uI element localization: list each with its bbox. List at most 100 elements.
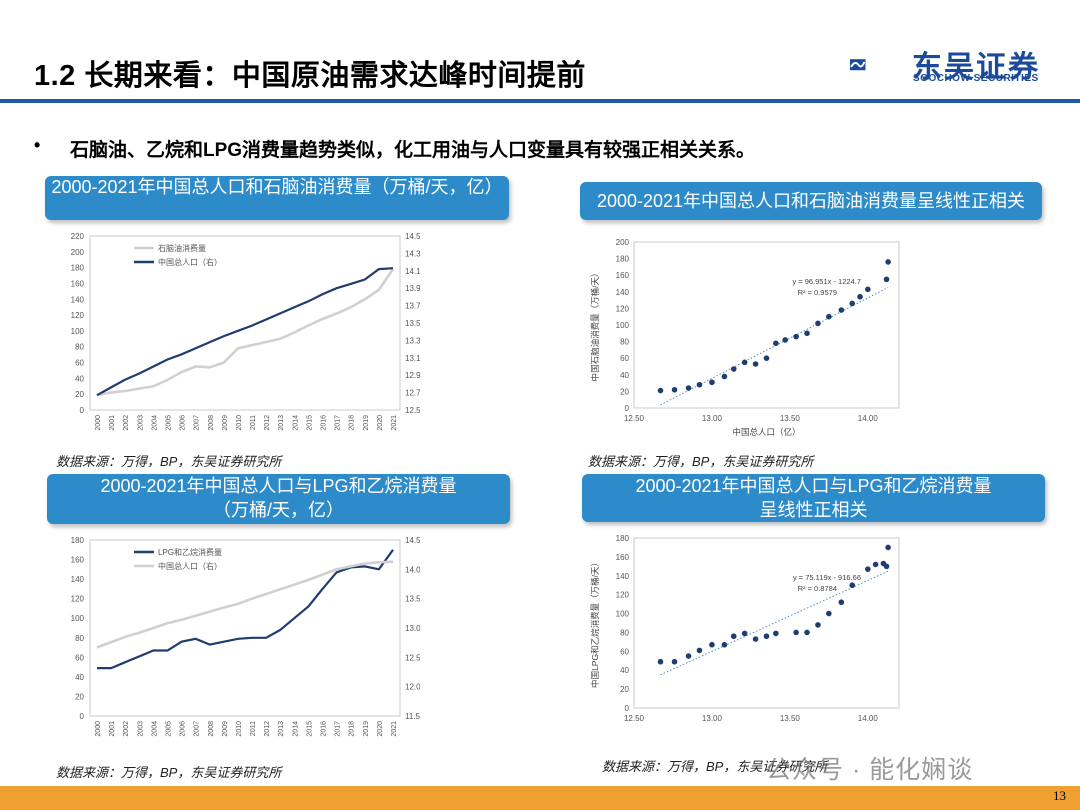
x-tick-label: 2005: [166, 415, 173, 431]
x-tick-label: 2000: [95, 415, 102, 431]
data-point: [752, 636, 759, 642]
data-point: [671, 658, 678, 665]
y-left-tick-label: 200: [71, 248, 85, 257]
x-tick-label: 2015: [306, 721, 313, 737]
data-point: [763, 355, 770, 361]
source-note-1: 数据来源：万得，BP，东吴证券研究所: [56, 454, 282, 469]
data-point: [696, 381, 703, 388]
data-point: [815, 320, 821, 327]
panel4-title-line1: 2000-2021年中国总人口与LPG和乙烷消费量: [635, 476, 992, 496]
data-point: [773, 630, 779, 637]
y-tick-label: 100: [616, 321, 630, 330]
y-left-tick-label: 60: [75, 359, 84, 368]
y-right-tick-label: 13.10: [405, 354, 420, 363]
x-tick-label: 13.50: [780, 714, 801, 723]
y-left-tick-label: 160: [71, 556, 85, 565]
y-left-tick-label: 120: [71, 311, 85, 320]
footer-bar: [0, 786, 1080, 810]
x-tick-label: 2017: [335, 721, 342, 737]
x-tick-label: 2009: [222, 721, 229, 737]
header-rule: [0, 99, 1080, 103]
y-tick-label: 160: [616, 271, 630, 280]
y-tick-label: 20: [620, 387, 629, 396]
x-tick-label: 2008: [208, 415, 215, 431]
x-tick-label: 12.50: [624, 714, 645, 723]
data-point: [730, 633, 737, 640]
x-tick-label: 2007: [194, 415, 201, 431]
y-left-tick-label: 80: [75, 634, 84, 643]
x-tick-label: 2007: [194, 721, 201, 737]
y-right-tick-label: 13.50: [405, 595, 420, 604]
data-point: [804, 330, 810, 337]
panel4-title-line2: 呈线性正相关: [759, 500, 868, 520]
y-left-tick-label: 0: [80, 712, 85, 721]
trend-r2: R² = 0.9579: [798, 288, 837, 297]
y-tick-label: 80: [620, 628, 629, 637]
data-point: [793, 333, 799, 340]
trend-equation: y = 96.951x - 1224.7: [792, 277, 861, 286]
page-number: 13: [1053, 788, 1066, 803]
y-right-tick-label: 13.90: [405, 284, 420, 293]
data-point: [741, 359, 748, 366]
panel3-title-line1: 2000-2021年中国总人口与LPG和乙烷消费量: [100, 476, 457, 496]
y-left-tick-label: 140: [71, 575, 85, 584]
panel4-title: 2000-2021年中国总人口与LPG和乙烷消费量 呈线性正相关: [582, 474, 1045, 522]
trend-r2: R² = 0.8784: [798, 584, 837, 593]
x-tick-label: 2014: [292, 415, 299, 431]
x-tick-label: 14.00: [858, 414, 879, 423]
data-point: [793, 629, 799, 636]
data-point: [721, 641, 728, 648]
series-line-0: [96, 268, 395, 397]
panel2-title-text: 2000-2021年中国总人口和石脑油消费量呈线性正相关: [596, 191, 1026, 211]
y-right-tick-label: 14.30: [405, 249, 420, 258]
data-point: [657, 387, 664, 394]
y-tick-label: 100: [616, 610, 630, 619]
data-point: [773, 340, 779, 347]
data-point: [883, 276, 890, 283]
y-axis-title: 中国石脑油消费量（万桶/天）: [590, 269, 600, 382]
legend-label-0: 石脑油消费量: [158, 243, 206, 253]
x-tick-label: 2010: [236, 721, 243, 737]
y-right-tick-label: 12.50: [405, 653, 420, 662]
legend-label-1: 中国总人口（右）: [158, 257, 222, 267]
x-tick-label: 2019: [363, 721, 370, 737]
y-left-tick-label: 160: [71, 279, 85, 288]
x-tick-label: 2008: [208, 721, 215, 737]
data-point: [883, 563, 890, 570]
legend-label-1: 中国总人口（右）: [158, 561, 222, 571]
panel2-title: 2000-2021年中国总人口和石脑油消费量呈线性正相关: [580, 182, 1042, 220]
logo-cn-text: 东吴证券: [912, 51, 1040, 84]
source-note-3: 数据来源：万得，BP，东吴证券研究所: [56, 765, 282, 780]
y-right-tick-label: 14.00: [405, 565, 420, 574]
plot-frame: [89, 235, 401, 411]
data-point: [671, 386, 678, 393]
data-point: [857, 293, 863, 300]
trend-equation: y = 75.119x - 916.66: [793, 573, 861, 582]
y-left-tick-label: 60: [75, 653, 84, 662]
y-left-tick-label: 180: [71, 536, 85, 545]
y-right-tick-label: 14.10: [405, 267, 420, 276]
source-note-4: 数据来源：万得，BP，东吴证券研究所: [602, 759, 828, 774]
plot-frame: [633, 241, 900, 409]
series-line-1: [96, 267, 394, 397]
x-tick-label: 2020: [377, 415, 384, 431]
series-line-1: [96, 560, 394, 649]
data-point: [685, 653, 692, 659]
bullet-dot: •: [34, 135, 41, 155]
data-point: [826, 313, 832, 320]
data-point: [730, 366, 737, 372]
y-left-tick-label: 120: [71, 595, 85, 604]
y-left-tick-label: 100: [71, 327, 85, 336]
data-point: [849, 582, 856, 589]
series-line-0: [97, 549, 394, 670]
x-tick-label: 2005: [166, 721, 173, 737]
x-tick-label: 2006: [180, 415, 187, 431]
y-tick-label: 40: [620, 666, 629, 675]
x-tick-label: 2004: [151, 721, 158, 737]
y-right-tick-label: 14.50: [405, 232, 420, 241]
y-left-tick-label: 140: [71, 295, 85, 304]
y-tick-label: 180: [616, 534, 630, 543]
x-tick-label: 2016: [321, 415, 328, 431]
x-tick-label: 2003: [137, 415, 144, 431]
y-right-tick-label: 13.50: [405, 319, 420, 328]
